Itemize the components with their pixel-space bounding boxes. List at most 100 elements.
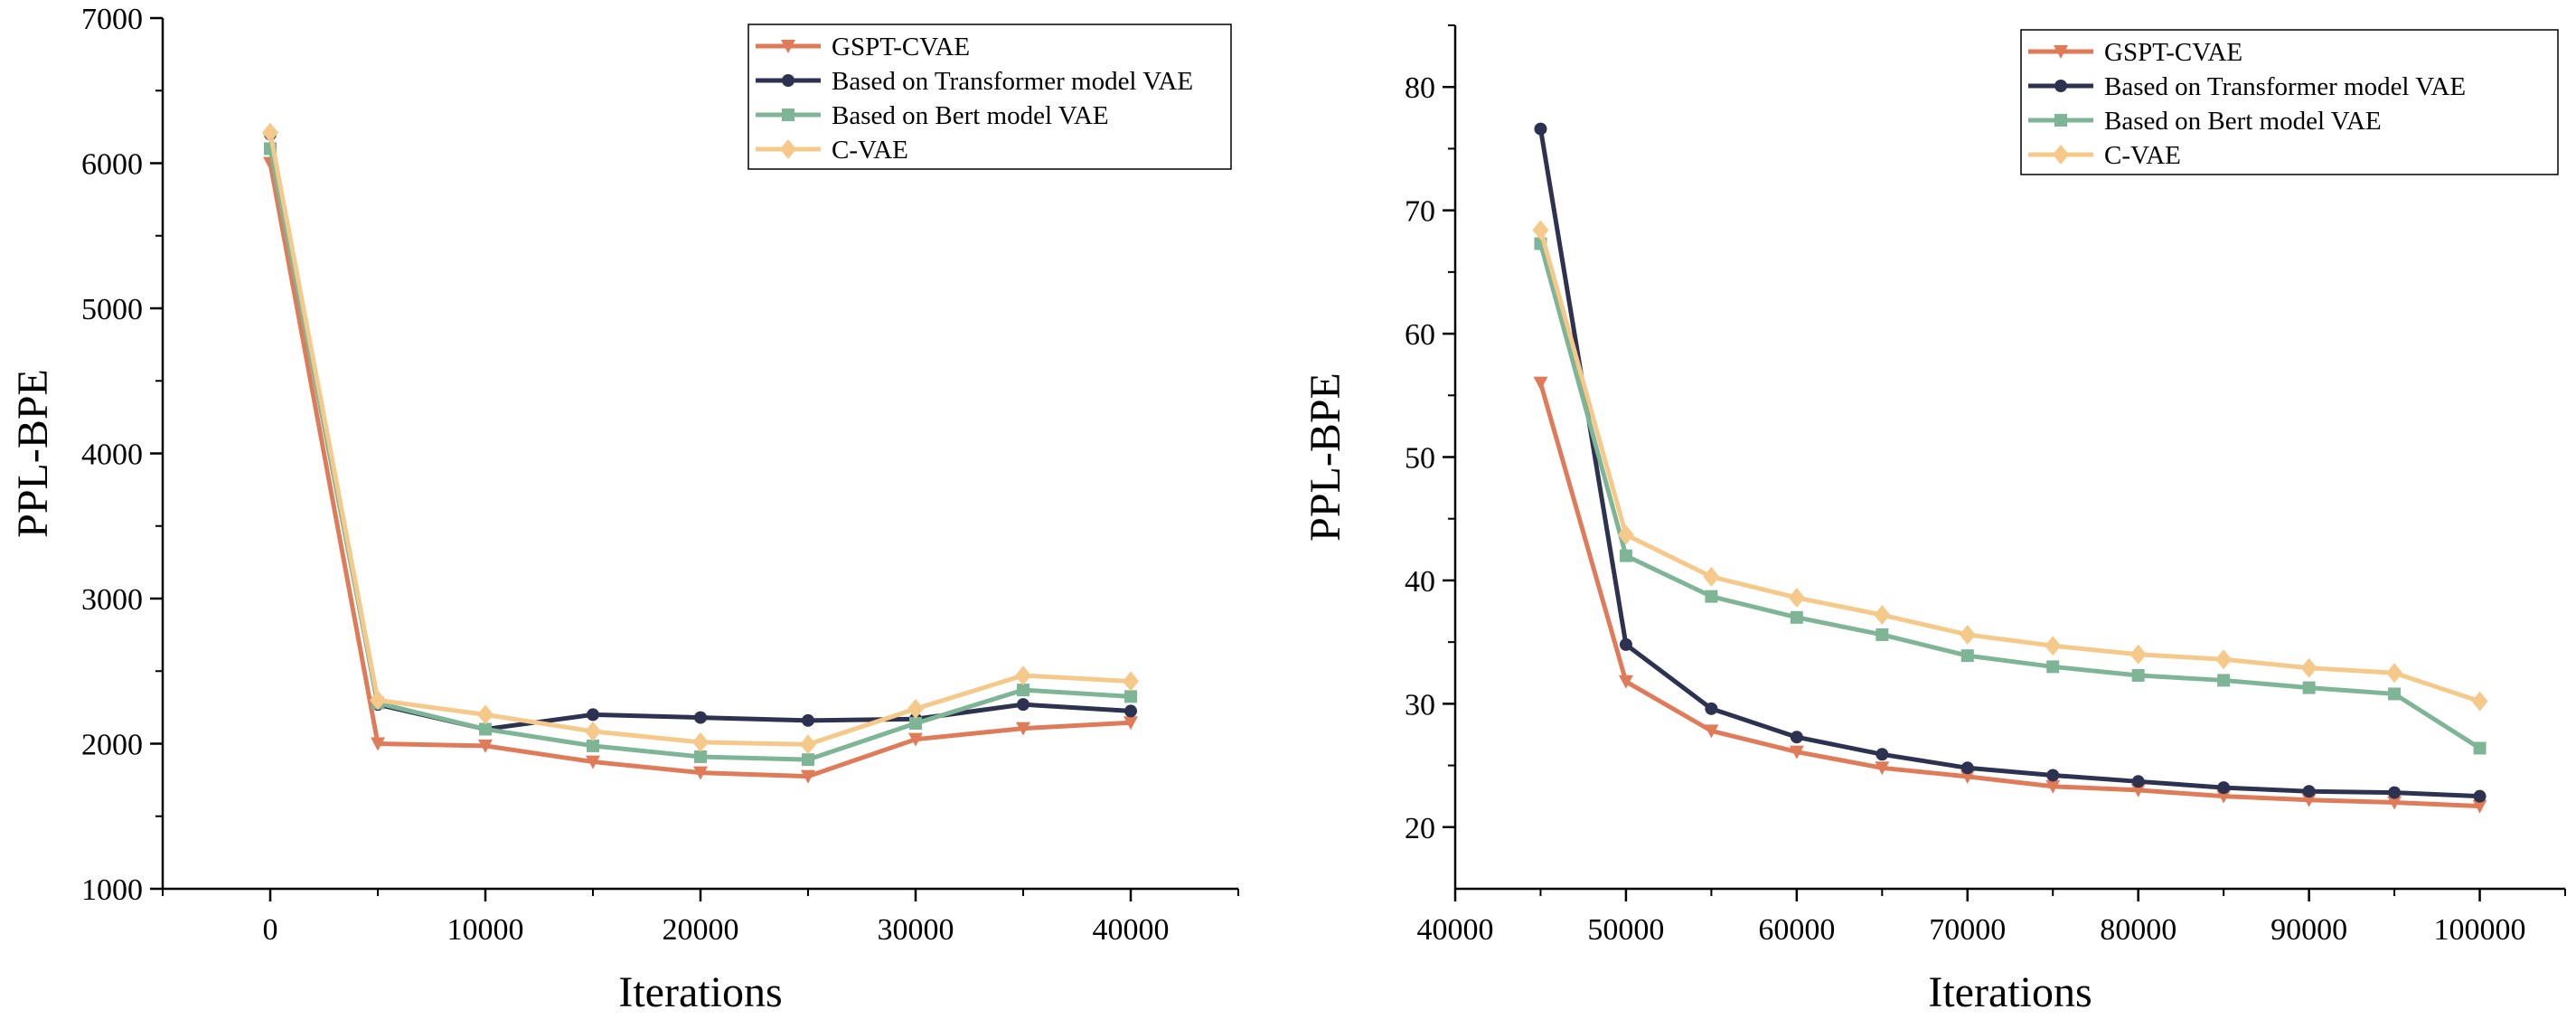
data-point (2215, 649, 2233, 670)
data-point (1533, 376, 1548, 391)
data-point (262, 122, 278, 143)
legend-marker (780, 139, 796, 159)
data-point (1960, 649, 1974, 663)
x-tick-label: 80000 (2100, 913, 2176, 947)
data-point (2302, 785, 2316, 798)
series-1 (264, 127, 1137, 736)
legend-label: C-VAE (832, 136, 908, 165)
data-point (1017, 684, 1029, 697)
legend: GSPT-CVAE Based on Transformer model VAE B… (747, 24, 1232, 170)
legend-box (2020, 29, 2559, 175)
legend: GSPT-CVAE Based on Transformer model VAE B… (2020, 29, 2559, 175)
series-line (1538, 229, 2481, 704)
y-tick-label: 2000 (81, 729, 143, 762)
chart-right: 20 30 40 50 60 70 80 40000 50000 60000 70000 80000 9… (1302, 24, 2566, 1016)
y-tick-label: 50 (1405, 442, 1435, 476)
y-tick-label: 3000 (81, 583, 143, 617)
series-3 (262, 122, 1139, 755)
legend-marker (2054, 114, 2067, 127)
series-2 (264, 142, 1137, 767)
data-point (693, 766, 708, 780)
data-point (2131, 775, 2145, 788)
data-point (2046, 660, 2060, 674)
data-point (694, 750, 707, 763)
legend-marker (2054, 80, 2067, 92)
data-point (2473, 789, 2487, 803)
data-point (1618, 675, 1633, 689)
series-line (268, 132, 1132, 747)
data-point (1705, 590, 1718, 603)
y-tick-label: 4000 (81, 439, 143, 472)
legend-label: Based on Transformer model VAE (832, 67, 1193, 96)
data-point (477, 704, 494, 725)
legend-marker (781, 40, 795, 53)
series-line (268, 147, 1132, 762)
data-point (587, 708, 599, 722)
data-point (587, 739, 599, 752)
data-point (2130, 783, 2146, 797)
data-point (585, 721, 601, 741)
legend-marker (782, 74, 794, 87)
legend-marker (2053, 145, 2069, 165)
data-point (1619, 549, 1632, 562)
data-point (2388, 687, 2402, 701)
series-line (1537, 128, 2480, 799)
data-point (1960, 761, 1974, 775)
data-point (2129, 644, 2147, 665)
y-tick-label: 20 (1405, 812, 1435, 845)
data-point (370, 690, 386, 711)
series-2 (1534, 237, 2487, 755)
data-point (586, 755, 600, 769)
data-point (1874, 605, 1891, 626)
y-axis-title: PPL-BPE (9, 369, 57, 538)
data-point (478, 739, 493, 753)
data-point (1017, 698, 1029, 712)
data-point (801, 769, 815, 784)
x-tick-label: 40000 (1417, 913, 1494, 947)
data-point (800, 734, 816, 755)
legend-label: Based on Transformer model VAE (2104, 72, 2466, 101)
y-tick-label: 6000 (81, 148, 143, 182)
legend-label: C-VAE (2104, 141, 2181, 170)
data-point (1619, 637, 1632, 651)
x-tick-label: 10000 (447, 913, 524, 947)
data-point (2045, 636, 2062, 656)
y-tick-label: 60 (1405, 318, 1435, 352)
x-tick-label: 60000 (1758, 913, 1835, 947)
x-tick-label: 50000 (1587, 913, 1664, 947)
data-point (2301, 793, 2317, 807)
y-tick-label: 30 (1405, 688, 1435, 722)
data-point (907, 698, 924, 719)
data-point (2386, 663, 2403, 684)
data-point (1123, 671, 1139, 692)
data-point (694, 711, 707, 724)
data-point (1617, 524, 1634, 545)
series-1 (1534, 122, 2487, 803)
data-point (1704, 724, 1719, 739)
data-point (1124, 690, 1137, 703)
data-point (908, 732, 923, 747)
data-point (1015, 665, 1031, 686)
data-point (1876, 748, 1889, 761)
data-point (1959, 624, 1976, 645)
y-tick-label: 7000 (81, 3, 143, 36)
data-point (692, 731, 709, 752)
series-line (268, 133, 1132, 731)
data-point (2387, 796, 2402, 810)
data-point (1875, 761, 1890, 776)
data-point (479, 722, 492, 736)
data-point (1960, 769, 1975, 784)
data-point (2302, 681, 2316, 694)
data-point (2045, 779, 2061, 794)
data-point (2388, 786, 2402, 799)
data-point (2473, 741, 2487, 755)
y-tick-label: 80 (1405, 71, 1435, 105)
data-point (802, 713, 814, 727)
series-line (1538, 382, 2480, 809)
data-point (2472, 799, 2487, 814)
data-point (1124, 704, 1137, 718)
y-axis-title: PPL-BPE (1302, 373, 1349, 542)
series-3 (1532, 220, 2488, 712)
x-tick-label: 0 (263, 913, 278, 947)
